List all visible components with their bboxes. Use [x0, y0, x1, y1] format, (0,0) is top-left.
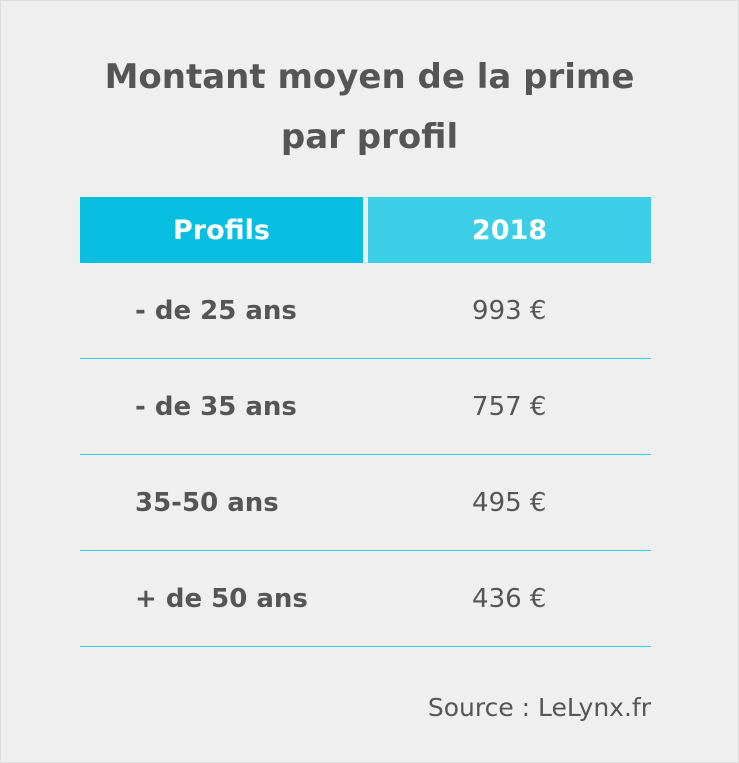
- profile-cell: 35-50 ans: [80, 454, 366, 551]
- profile-cell: - de 25 ans: [80, 263, 366, 359]
- amount-cell: 757 €: [365, 358, 651, 455]
- amount-cell: 495 €: [365, 454, 651, 551]
- column-header: 2018: [365, 197, 651, 263]
- column-header: Profils: [80, 197, 368, 263]
- profile-cell: - de 35 ans: [80, 358, 366, 455]
- table-row: - de 35 ans 757 €: [80, 358, 651, 455]
- profile-cell: + de 50 ans: [80, 550, 366, 647]
- table-row: 35-50 ans 495 €: [80, 454, 651, 551]
- table-row: + de 50 ans 436 €: [80, 550, 651, 647]
- header-row: Profils 2018: [80, 197, 651, 263]
- amount-cell: 993 €: [365, 263, 651, 359]
- table-row: - de 25 ans 993 €: [80, 263, 651, 359]
- table-header: Profils 2018: [80, 197, 651, 263]
- table: Profils 2018 - de 25 ans 993 € - de 35 ans 7…: [80, 197, 651, 647]
- table-body: - de 25 ans 993 € - de 35 ans 757 €35-50 an…: [80, 263, 651, 647]
- source: Source : LeLynx.fr: [427, 693, 651, 722]
- amount-cell: 436 €: [365, 550, 651, 647]
- title: Montant moyen de la prime par profil: [104, 57, 635, 157]
